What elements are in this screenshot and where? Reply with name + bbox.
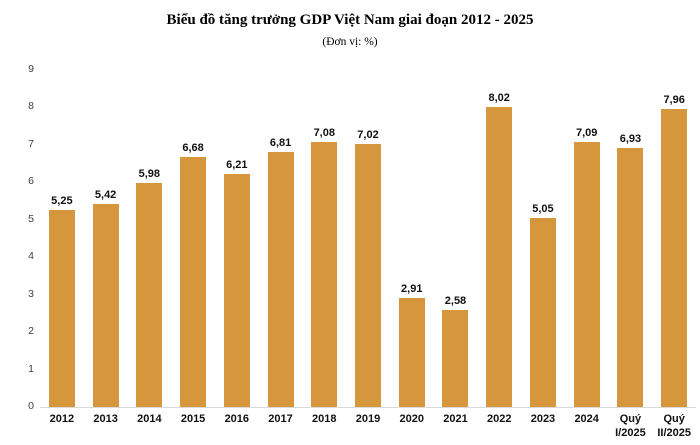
bar-slot: 2,58: [434, 295, 478, 407]
bar-2017: [267, 152, 294, 407]
bar-value-label: 2,58: [444, 295, 467, 308]
bar-slot: 5,25: [40, 195, 84, 407]
bar-value-label: 7,08: [313, 126, 335, 139]
bar-value-label: 8,02: [488, 91, 510, 104]
bar-2013: [92, 204, 119, 407]
bar-value-label: 7,02: [357, 129, 379, 142]
bar-value-label: 5,42: [94, 189, 117, 202]
x-tick-label: 2023: [530, 413, 556, 425]
bar-value-label: 5,25: [51, 195, 73, 208]
bar-Quý-I-2025: [617, 147, 644, 407]
chart-area: 0 1 2 3 4 5 6 7 8 9 5,25 5,42 5,98 6,68 6,21 6,81 7,08 7…: [0, 63, 700, 445]
x-tick-label: 2022: [486, 413, 512, 425]
x-tick-label: 2017: [268, 413, 293, 425]
x-tick-label: 2024: [574, 413, 599, 425]
bar-2018: [311, 141, 338, 407]
bar-slot: 7,02: [346, 129, 390, 407]
bar-value-label: 5,05: [532, 202, 554, 215]
bar-value-label: 7,96: [663, 93, 685, 106]
y-tick-label: 1: [28, 362, 34, 375]
x-tick-label: Quý II/2025: [657, 413, 691, 439]
bar-value-label: 6,21: [226, 159, 248, 172]
x-tick-label: 2018: [312, 413, 337, 425]
bar-value-label: 6,93: [619, 132, 642, 145]
bar-2019: [355, 144, 381, 407]
bar-value-label: 6,68: [182, 141, 204, 154]
y-tick-label: 5: [28, 212, 34, 225]
y-tick-label: 8: [28, 100, 34, 113]
bar-slot: 6,81: [259, 137, 303, 407]
bar-2020: [398, 298, 425, 407]
x-tick-label: 2015: [180, 413, 206, 425]
y-tick-label: 2: [28, 325, 34, 338]
y-tick-label: 7: [28, 137, 34, 150]
y-tick-label: 4: [28, 250, 34, 263]
bar-slot: 6,68: [171, 142, 215, 407]
y-tick-label: 3: [28, 287, 34, 300]
bar-slot: 5,05: [521, 203, 565, 407]
bar-2016: [223, 174, 250, 407]
bar-slot: 6,93: [609, 133, 653, 407]
bar-slot: 2,91: [390, 283, 434, 407]
bars-container: 5,25 5,42 5,98 6,68 6,21 6,81 7,08 7,02 2,91 2,58…: [40, 70, 696, 408]
bar-slot: 7,96: [652, 94, 696, 407]
bar-value-label: 6,81: [269, 137, 292, 150]
bar-slot: 5,42: [84, 189, 128, 407]
bar-slot: 8,02: [477, 92, 521, 407]
x-tick-label: 2019: [355, 413, 381, 425]
bar-2024: [573, 141, 600, 407]
x-tick-label: 2016: [224, 413, 250, 425]
bar-value-label: 2,91: [401, 283, 423, 296]
bar-slot: 7,09: [565, 127, 609, 407]
x-tick-label: 2013: [93, 413, 118, 425]
x-tick-label: 2021: [443, 413, 468, 425]
bar-2012: [48, 210, 75, 407]
y-tick-label: 0: [28, 400, 34, 412]
x-tick-label: 2012: [49, 413, 75, 425]
y-tick-label: 6: [28, 175, 34, 188]
y-axis: 0 1 2 3 4 5 6 7 8 9: [0, 63, 40, 412]
bar-Quý-II-2025: [661, 108, 688, 407]
bar-2015: [180, 156, 207, 407]
bar-slot: 6,21: [215, 159, 259, 407]
bar-value-label: 7,09: [575, 126, 598, 139]
bar-2014: [136, 183, 163, 407]
x-axis: 2012 2013 2014 2015 2016 2017 2018 2019 2020 2021…: [40, 412, 696, 440]
bar-2021: [442, 310, 469, 407]
bar-2022: [486, 106, 513, 407]
chart-title: Biểu đồ tăng trưởng GDP Việt Nam giai đo…: [166, 12, 534, 28]
y-tick-label: 9: [28, 63, 34, 75]
chart-subtitle: (Đơn vị: %): [322, 36, 378, 48]
bar-slot: 5,98: [127, 168, 171, 407]
bar-2023: [529, 217, 556, 407]
x-tick-label: 2020: [399, 413, 424, 425]
bar-value-label: 5,98: [138, 168, 161, 181]
x-tick-label: 2014: [137, 413, 162, 425]
bar-slot: 7,08: [302, 127, 346, 407]
x-tick-label: Quý I/2025: [615, 413, 646, 439]
